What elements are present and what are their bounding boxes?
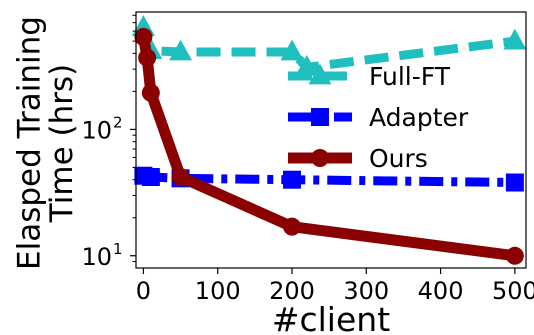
- data-point-full-ft: [295, 54, 319, 76]
- data-point-full-ft: [503, 28, 527, 50]
- series-line-full-ft: [139, 26, 516, 72]
- legend-marker-ours: [311, 149, 329, 167]
- y-tick-exponent: 2: [113, 113, 123, 131]
- legend-item-ours: Ours: [288, 144, 428, 173]
- x-tick-label: 500: [492, 277, 534, 305]
- x-tick-label: 400: [418, 277, 464, 305]
- data-point-adapter: [141, 168, 160, 187]
- legend-label-full-ft: Full-FT: [369, 62, 451, 91]
- y-tick-exponent: 1: [113, 240, 123, 258]
- data-point-ours: [134, 27, 153, 46]
- x-tick-label: 0: [136, 277, 151, 305]
- data-point-ours: [283, 217, 301, 236]
- legend-marker-adapter: [311, 108, 329, 126]
- data-point-full-ft: [280, 39, 304, 61]
- series-full-ft: [131, 15, 527, 76]
- legend-label-ours: Ours: [369, 144, 428, 173]
- y-axis-label-line: Time (hrs): [44, 64, 80, 223]
- data-point-ours: [138, 48, 157, 67]
- y-axis-label: Elasped TrainingTime (hrs): [11, 16, 80, 270]
- data-point-ours: [141, 83, 160, 102]
- series-line-ours: [138, 35, 516, 262]
- series-layer: [131, 15, 527, 265]
- data-point-ours: [171, 168, 190, 187]
- y-axis-label-line: Elasped Training: [11, 16, 47, 270]
- legend-label-adapter: Adapter: [369, 103, 469, 132]
- series-ours: [134, 27, 524, 265]
- x-tick-label: 200: [269, 277, 315, 305]
- x-tick-label: 100: [195, 277, 241, 305]
- legend: Full-FT Adapter Ours: [288, 62, 469, 173]
- legend-marker-full-ft: [308, 63, 332, 85]
- data-point-ours: [505, 246, 524, 265]
- plot-frame: [135, 11, 527, 269]
- data-point-adapter: [505, 173, 524, 192]
- y-tick-label: 10: [81, 243, 112, 271]
- legend-item-full-ft: Full-FT: [288, 62, 451, 91]
- data-point-adapter: [283, 170, 301, 189]
- x-axis-label: #client: [272, 300, 390, 335]
- legend-item-adapter: Adapter: [288, 103, 469, 132]
- y-tick-label: 10: [81, 116, 112, 144]
- x-tick-label: 300: [343, 277, 389, 305]
- data-point-full-ft: [169, 39, 193, 61]
